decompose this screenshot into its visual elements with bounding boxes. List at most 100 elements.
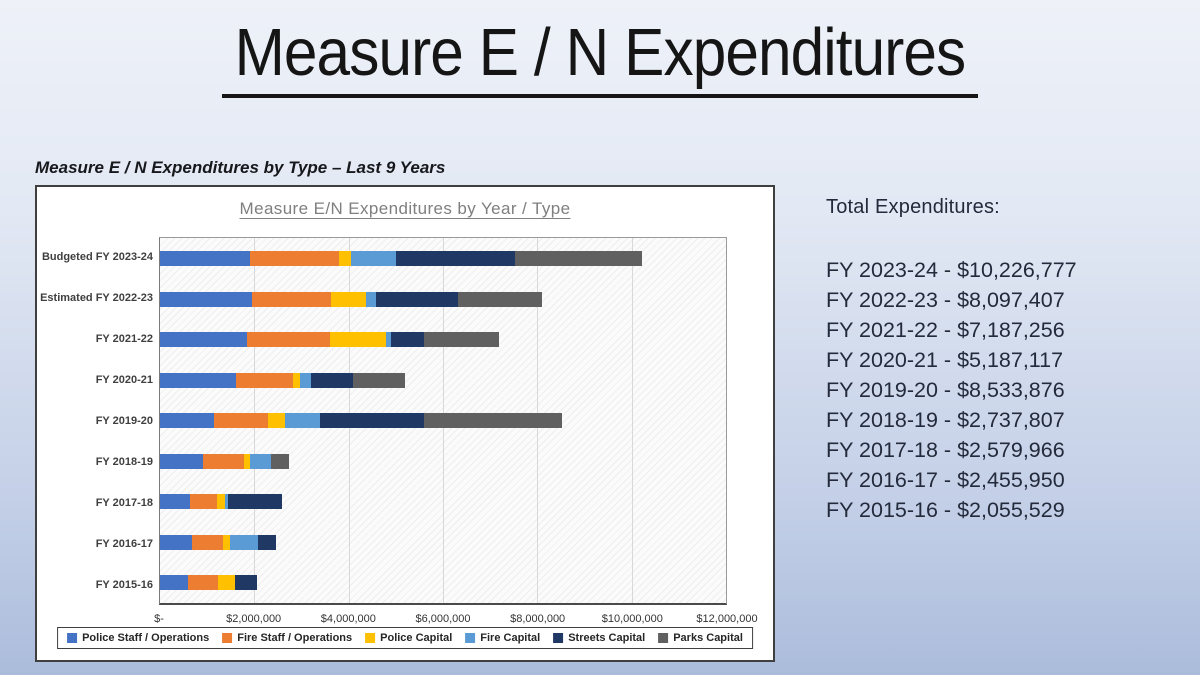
x-axis-label: $10,000,000	[601, 613, 663, 625]
bar-segment	[292, 372, 300, 388]
bar-segment	[160, 413, 215, 429]
bar-segment	[225, 494, 228, 510]
bar-segment	[330, 291, 367, 307]
bar-segment	[227, 494, 282, 510]
bar-row	[160, 575, 726, 591]
bar-segment	[214, 413, 269, 429]
chart-legend: Police Staff / Operations Fire Staff / Op…	[57, 627, 753, 649]
legend-swatch-icon	[658, 633, 669, 643]
legend-label: Police Capital	[380, 632, 453, 644]
legend-swatch-icon	[222, 633, 233, 643]
totals-line: FY 2022-23 - $8,097,407	[826, 288, 1065, 312]
legend-item: Streets Capital	[553, 632, 645, 644]
totals-line: FY 2015-16 - $2,055,529	[826, 498, 1065, 522]
bar-segment	[351, 251, 396, 266]
x-axis-label: $12,000,000	[696, 613, 758, 625]
bar-segment	[299, 372, 312, 388]
totals-line: FY 2023-24 - $10,226,777	[826, 258, 1077, 282]
totals-line: FY 2020-21 - $5,187,117	[826, 348, 1064, 372]
x-axis-label: $8,000,000	[510, 613, 566, 625]
totals-line: FY 2018-19 - $2,737,807	[826, 408, 1065, 432]
bar-segment	[339, 251, 351, 266]
y-axis-label: FY 2018-19	[95, 455, 153, 468]
chart-caption: Measure E / N Expenditures by Type – Las…	[35, 158, 446, 177]
legend-label: Fire Capital	[480, 632, 541, 644]
legend-swatch-icon	[553, 633, 564, 643]
bar-segment	[160, 575, 188, 591]
bar-segment	[458, 291, 542, 307]
bar-segment	[160, 534, 192, 550]
y-axis-label: FY 2021-22	[95, 333, 153, 346]
bar-segment	[375, 291, 459, 307]
bar-segment	[258, 534, 276, 550]
bar-row	[160, 332, 726, 348]
bar-segment	[160, 332, 247, 348]
legend-item: Parks Capital	[658, 632, 743, 644]
bar-segment	[514, 251, 643, 266]
bar-segment	[284, 413, 321, 429]
bar-segment	[160, 291, 253, 307]
slide-title-wrap: Measure E / N Expenditures	[0, 16, 1200, 98]
bar-segment	[190, 494, 217, 510]
bar-segment	[160, 494, 191, 510]
totals-heading: Total Expenditures:	[826, 196, 1000, 218]
slide-title: Measure E / N Expenditures	[222, 16, 978, 98]
legend-swatch-icon	[465, 633, 476, 643]
totals-line: FY 2016-17 - $2,455,950	[826, 468, 1065, 492]
totals-line: FY 2021-22 - $7,187,256	[826, 318, 1065, 342]
bar-segment	[218, 575, 235, 591]
y-axis-label: FY 2016-17	[95, 537, 153, 550]
y-axis-label: Budgeted FY 2023-24	[41, 251, 153, 264]
y-axis-label: Estimated FY 2022-23	[40, 292, 153, 305]
bar-segment	[236, 372, 293, 388]
bar-segment	[395, 251, 515, 266]
bar-segment	[191, 534, 224, 550]
legend-label: Fire Staff / Operations	[237, 632, 353, 644]
totals-line: FY 2017-18 - $2,579,966	[826, 438, 1065, 462]
x-axis-label: $4,000,000	[320, 613, 376, 625]
bar-segment	[353, 372, 405, 388]
bar-row	[160, 534, 726, 550]
bar-segment	[424, 332, 499, 348]
plot-area	[159, 237, 727, 605]
chart: Measure E/N Expenditures by Year / Type …	[35, 185, 775, 662]
y-axis-label: FY 2020-21	[95, 374, 153, 387]
bar-segment	[234, 575, 257, 591]
bar-segment	[270, 453, 290, 469]
totals-list: FY 2023-24 - $10,226,777 FY 2022-23 - $8,…	[826, 255, 1077, 525]
totals-line: FY 2019-20 - $8,533,876	[826, 378, 1065, 402]
bar-row	[160, 413, 726, 429]
legend-item: Police Capital	[365, 632, 452, 644]
y-axis-label: FY 2019-20	[95, 415, 153, 427]
legend-item: Fire Capital	[465, 632, 540, 644]
bar-segment	[216, 494, 226, 510]
bar-segment	[250, 453, 271, 469]
bar-segment	[252, 291, 331, 307]
bar-segment	[160, 251, 250, 266]
bar-segment	[366, 291, 376, 307]
bar-segment	[223, 534, 230, 550]
bar-segment	[244, 453, 251, 469]
x-axis-label: $-	[154, 613, 164, 625]
legend-swatch-icon	[67, 633, 78, 643]
chart-title: Measure E/N Expenditures by Year / Type	[239, 199, 571, 218]
bar-segment	[311, 372, 354, 388]
bar-row	[160, 494, 726, 510]
bar-segment	[268, 413, 285, 429]
x-axis-label: $6,000,000	[415, 613, 471, 625]
legend-label: Parks Capital	[673, 632, 743, 644]
y-axis-label: FY 2017-18	[95, 496, 153, 509]
bar-segment	[329, 332, 387, 348]
bar-segment	[249, 251, 340, 266]
bar-row	[160, 453, 726, 469]
legend-item: Fire Staff / Operations	[222, 632, 352, 644]
bar-segment	[246, 332, 330, 348]
bar-segment	[203, 453, 245, 469]
legend-swatch-icon	[365, 633, 376, 643]
legend-item: Police Staff / Operations	[67, 632, 209, 644]
y-axis-labels: Budgeted FY 2023-24 Estimated FY 2022-23 F…	[40, 237, 153, 605]
bar-segment	[160, 453, 204, 469]
bar-segment	[390, 332, 425, 348]
bar-segment	[386, 332, 391, 348]
